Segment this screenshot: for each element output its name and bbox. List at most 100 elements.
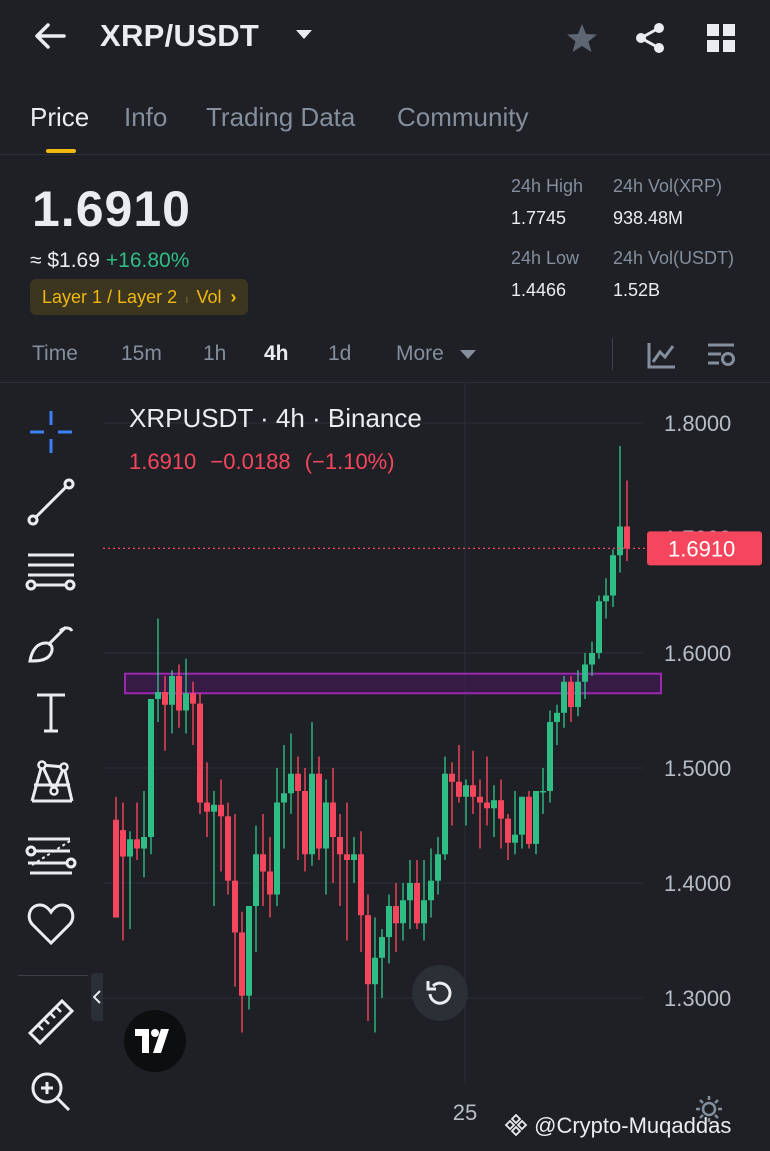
candle-body — [589, 653, 595, 665]
candle-body — [442, 773, 448, 855]
candle-body — [134, 839, 140, 849]
interval-4h[interactable]: 4h — [264, 342, 289, 365]
chevron-right-icon: › — [230, 287, 237, 307]
candle-body — [456, 781, 462, 797]
candlestick-chart[interactable]: 1.8000 1.6000 1.5000 1.4000 1.3000 2528Dec 1… — [103, 383, 770, 1151]
drawing-toolbar — [0, 383, 103, 1151]
candle-body — [477, 796, 483, 803]
candle-body — [540, 791, 546, 793]
candle-body — [239, 932, 245, 996]
y-axis: 1.8000 1.6000 1.5000 1.4000 1.3000 — [664, 411, 731, 1011]
favorite-heart-icon[interactable] — [24, 897, 78, 951]
tab-trading-data[interactable]: Trading Data — [206, 102, 356, 132]
tradingview-logo — [124, 1010, 186, 1072]
reset-chart-button[interactable] — [412, 965, 468, 1021]
chart-title: XRPUSDT · 4h · Binance — [129, 403, 422, 433]
pair-selector[interactable]: XRP/USDT — [100, 18, 260, 53]
category-tag[interactable]: Layer 1 / Layer 2 ı Vol › — [30, 279, 249, 315]
price-approx: ≈ $1.69 +16.80% — [30, 249, 189, 273]
candle-body — [575, 681, 581, 708]
tab-community[interactable]: Community — [397, 102, 529, 132]
candle-body — [295, 773, 301, 791]
more-caret-icon[interactable] — [460, 350, 476, 359]
candle-body — [393, 906, 399, 924]
vol-label: Vol — [196, 287, 222, 307]
interval-1d[interactable]: 1d — [328, 342, 352, 365]
candle-body — [421, 900, 427, 924]
usd-approx: ≈ $1.69 — [30, 249, 100, 272]
last-price-badge-label: 1.6910 — [668, 536, 735, 561]
tag-separator: ı — [185, 292, 189, 306]
candle-body — [582, 664, 588, 682]
pattern-icon[interactable] — [24, 755, 78, 809]
candle-body — [113, 819, 119, 918]
trend-line-icon[interactable] — [24, 475, 78, 529]
candle-body — [463, 785, 469, 797]
reload-icon — [426, 981, 452, 1005]
gear-icon[interactable] — [694, 1094, 724, 1124]
candle-body — [491, 800, 497, 809]
candle-body — [155, 692, 161, 699]
candle-body — [470, 785, 476, 797]
interval-more[interactable]: More — [396, 342, 444, 365]
text-tool-icon[interactable] — [24, 685, 78, 739]
caret-down-icon[interactable] — [296, 30, 312, 39]
y-tick-label: 1.8000 — [664, 411, 731, 436]
interval-1h[interactable]: 1h — [203, 342, 227, 365]
interval-divider — [612, 338, 613, 370]
candle-body — [379, 937, 385, 958]
candle-body — [141, 837, 147, 849]
back-arrow-icon[interactable] — [30, 16, 70, 56]
candle-body — [484, 802, 490, 809]
collapse-toolbar-tab[interactable] — [91, 973, 103, 1021]
high-value: 1.7745 — [511, 208, 567, 228]
ohlc-close: 1.6910 — [129, 449, 196, 474]
app-header: XRP/USDT — [0, 0, 770, 80]
watermark-text: @Crypto-Muqaddas — [534, 1113, 732, 1138]
candle-body — [365, 915, 371, 985]
ruler-icon[interactable] — [24, 995, 78, 1049]
chart-settings-icon[interactable] — [705, 340, 737, 370]
tradingview-logo-icon — [135, 1029, 169, 1053]
grid-icon[interactable] — [703, 20, 739, 56]
binance-logo-icon — [504, 1113, 528, 1137]
candle-body — [449, 773, 455, 782]
tab-info[interactable]: Info — [124, 102, 168, 132]
candle-body — [386, 906, 392, 938]
candle-body — [267, 871, 273, 895]
brush-icon[interactable] — [24, 615, 78, 669]
candle-body — [197, 703, 203, 803]
candle-body — [330, 802, 336, 837]
candle-body — [246, 906, 252, 996]
candle-body — [337, 837, 343, 855]
interval-15m[interactable]: 15m — [121, 342, 162, 365]
ohlc-change-pct: (−1.10%) — [305, 449, 395, 474]
candle-body — [561, 681, 567, 713]
toolbar-divider — [18, 975, 88, 976]
interval-time[interactable]: Time — [32, 342, 78, 365]
x-axis: 2528Dec — [453, 1100, 477, 1125]
low-label: 24h Low — [511, 248, 580, 268]
high-label: 24h High — [511, 176, 584, 196]
last-price-badge — [647, 531, 762, 566]
indicator-icon[interactable] — [646, 340, 678, 370]
candle-body — [274, 802, 280, 895]
candle-body — [603, 595, 609, 602]
y-tick-label: 1.6000 — [664, 641, 731, 666]
fib-lines-icon[interactable] — [24, 545, 78, 599]
candle-body — [127, 839, 133, 857]
candle-body — [183, 693, 189, 711]
zoom-in-icon[interactable] — [24, 1065, 78, 1119]
prediction-icon[interactable] — [24, 827, 78, 881]
candle-body — [323, 802, 329, 849]
tab-price[interactable]: Price — [30, 102, 90, 132]
candle-body — [526, 796, 532, 844]
candle-body — [309, 773, 315, 855]
y-tick-label: 1.5000 — [664, 756, 731, 781]
candle-body — [610, 555, 616, 596]
candle-body — [211, 804, 217, 812]
crosshair-icon[interactable] — [24, 405, 78, 459]
star-icon[interactable] — [564, 20, 600, 56]
y-tick-label: 1.4000 — [664, 871, 731, 896]
share-icon[interactable] — [632, 20, 668, 56]
